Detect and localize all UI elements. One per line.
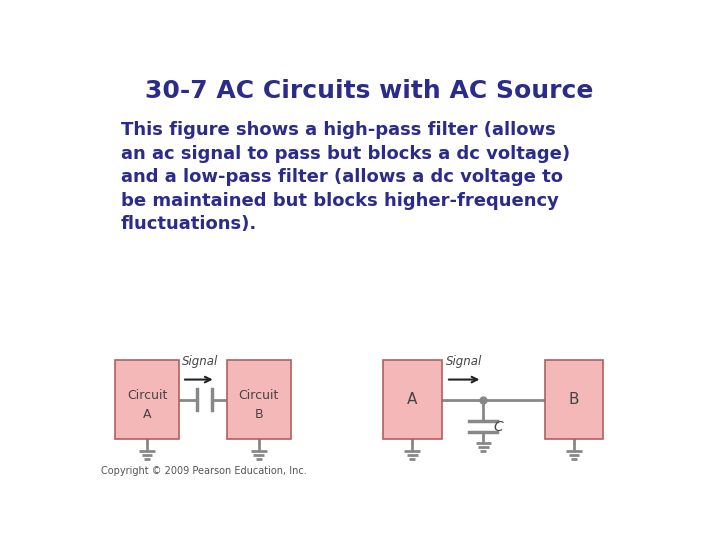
- Text: 30-7 AC Circuits with AC Source: 30-7 AC Circuits with AC Source: [145, 79, 593, 103]
- Text: A: A: [407, 392, 418, 407]
- Text: Copyright © 2009 Pearson Education, Inc.: Copyright © 2009 Pearson Education, Inc.: [101, 465, 307, 476]
- Text: B: B: [569, 392, 580, 407]
- Text: Signal: Signal: [446, 355, 482, 368]
- Text: Circuit: Circuit: [238, 389, 279, 402]
- Bar: [115, 360, 179, 439]
- Text: Circuit: Circuit: [127, 389, 167, 402]
- Text: A: A: [143, 408, 151, 421]
- Text: B: B: [254, 408, 263, 421]
- Bar: [383, 360, 441, 439]
- Bar: [545, 360, 603, 439]
- Text: Signal: Signal: [182, 355, 218, 368]
- Bar: [227, 360, 291, 439]
- Text: This figure shows a high-pass filter (allows
an ac signal to pass but blocks a d: This figure shows a high-pass filter (al…: [121, 121, 570, 233]
- Text: C: C: [493, 420, 503, 434]
